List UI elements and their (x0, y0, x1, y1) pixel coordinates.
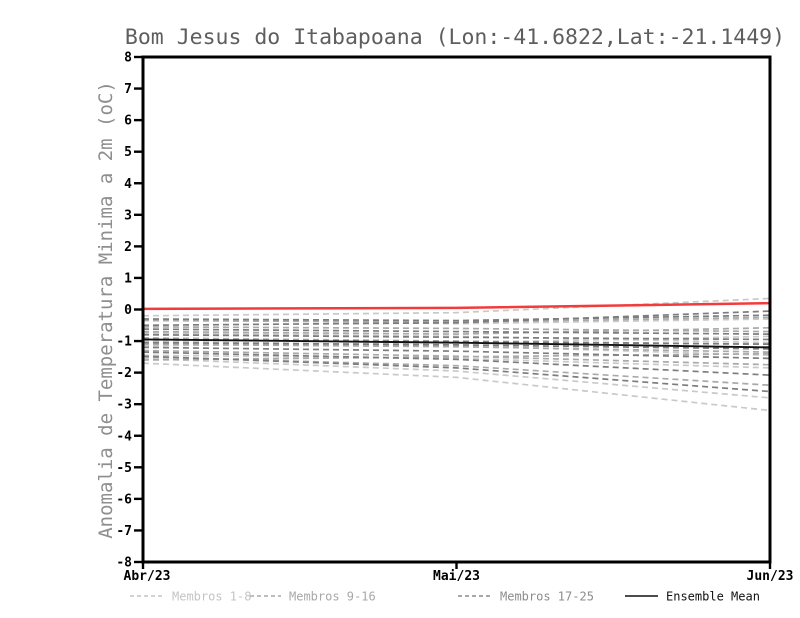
legend-label: Ensemble Mean (666, 590, 760, 604)
y-tick-label: 4 (124, 177, 132, 192)
y-tick-label: 6 (124, 114, 132, 129)
member-line (142, 354, 771, 369)
chart-title: Bom Jesus do Itabapoana (Lon:-41.6822,La… (125, 25, 785, 50)
y-tick-label: 7 (124, 82, 132, 97)
y-tick-label: -1 (116, 335, 132, 350)
y-tick-label: -4 (116, 429, 132, 444)
member-line (142, 346, 771, 360)
y-tick-label: 2 (124, 240, 132, 255)
legend-label: Membros 17-25 (500, 590, 594, 604)
y-tick-label: -2 (116, 366, 132, 381)
y-tick-label: 5 (124, 145, 132, 160)
member-line (142, 310, 771, 327)
member-line (142, 314, 771, 322)
y-tick-label: -8 (116, 556, 132, 571)
legend-label: Membros 9-16 (289, 590, 376, 604)
x-tick-label: Jun/23 (747, 569, 794, 584)
member-line (142, 343, 771, 353)
y-tick-label: -3 (116, 398, 132, 413)
y-tick-label: 0 (124, 303, 132, 318)
member-line (142, 352, 771, 361)
member-line (142, 297, 771, 317)
legend-label: Membros 1-8 (172, 590, 251, 604)
y-tick-label: -7 (116, 524, 132, 539)
member-line (142, 333, 771, 341)
zero-reference-line (142, 301, 771, 311)
member-line (142, 328, 771, 335)
x-tick-label: Abr/23 (124, 569, 171, 584)
member-line (142, 362, 771, 412)
member-line (142, 351, 771, 376)
y-tick-label: 1 (124, 271, 132, 286)
member-line (142, 341, 771, 350)
y-tick-label: 3 (124, 208, 132, 223)
y-tick-label: -5 (116, 461, 132, 476)
member-line (142, 355, 771, 393)
ensemble-mean-line (142, 338, 771, 349)
series-layer (142, 297, 771, 412)
x-axis-ticks: Abr/23 Mai/23 Jun/23 (124, 562, 794, 584)
member-line (142, 326, 771, 335)
chart-legend: Membros 1-8 Membros 9-16 Membros 17-25 Ense… (130, 590, 760, 604)
y-tick-label: 8 (124, 51, 132, 66)
y-tick-label: -6 (116, 492, 132, 507)
member-line (142, 357, 771, 399)
member-line (142, 332, 771, 344)
x-tick-label: Mai/23 (433, 569, 480, 584)
y-axis-ticks: -8 -7 -6 -5 -4 -3 -2 -1 0 1 2 3 4 5 6 7 8 (116, 51, 143, 571)
y-axis-title: Anomalia de Temperatura Minima a 2m (oC) (95, 81, 117, 539)
